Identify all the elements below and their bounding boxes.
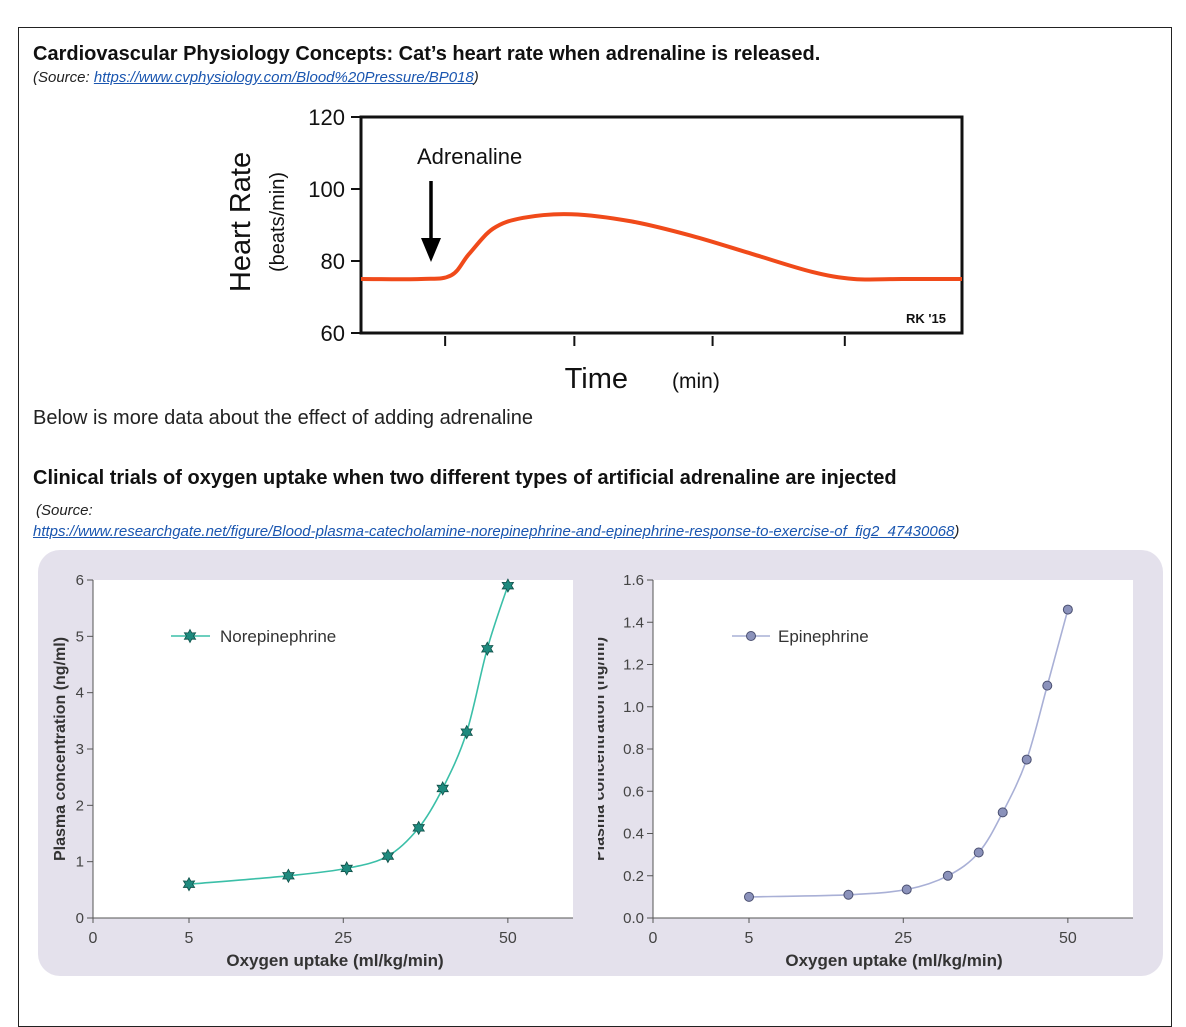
section2-source: https://www.researchgate.net/figure/Bloo…	[33, 523, 959, 540]
ep-legend-label: Epinephrine	[778, 627, 869, 646]
epinephrine-chart: 0.0 0.2 0.4 0.6 0.8 1.0 1.2 1.4 1.6 0 5 25 50 Epinep…	[598, 572, 1133, 970]
ne-data-point	[340, 861, 354, 876]
intro-paragraph: Below is more data about the effect of a…	[33, 407, 533, 429]
ep-xtick-label: 50	[1059, 930, 1077, 947]
hr-annotation: Adrenaline	[417, 144, 522, 169]
ep-ylabel: Plasma concentration (ng/ml)	[598, 637, 608, 861]
hr-xlabel-unit: (min)	[672, 370, 720, 393]
hr-ytick-label: 80	[321, 249, 345, 274]
section1-source: (Source: https://www.cvphysiology.com/Bl…	[33, 69, 479, 86]
ne-data-point	[460, 724, 474, 740]
ne-xlabel: Oxygen uptake (ml/kg/min)	[226, 951, 443, 970]
section1-source-prefix: (Source:	[33, 69, 94, 86]
ne-data-point	[480, 641, 494, 657]
ne-xtick-label: 0	[89, 930, 98, 947]
section1-source-suffix: )	[473, 69, 479, 86]
ep-ytick-label: 0.8	[623, 741, 644, 758]
ne-data-point	[381, 848, 395, 864]
ne-ytick-label: 6	[76, 572, 84, 589]
ep-data-point	[1062, 604, 1073, 615]
ep-data-point	[1042, 680, 1053, 691]
section2-title: Clinical trials of oxygen uptake when tw…	[33, 467, 897, 489]
ne-data-point	[501, 578, 515, 593]
ep-ytick-label: 1.4	[623, 614, 644, 631]
ep-plot-area	[653, 580, 1133, 918]
hr-plot-frame	[359, 115, 964, 335]
ne-data-point	[436, 781, 450, 796]
ne-xtick-label: 5	[185, 930, 194, 947]
section1-source-link[interactable]: https://www.cvphysiology.com/Blood%20Pre…	[93, 69, 474, 86]
section2-source-prefix: (Source:	[36, 502, 93, 519]
ep-ytick-label: 0.6	[623, 783, 644, 800]
section2-source-suffix: )	[954, 523, 960, 540]
ep-ytick-label: 0.0	[623, 910, 644, 927]
ep-legend-marker	[746, 631, 756, 641]
ep-data-point	[973, 847, 984, 858]
ep-xtick-label: 5	[745, 930, 754, 947]
ne-ytick-label: 4	[76, 685, 84, 702]
ne-ytick-label: 5	[76, 628, 84, 645]
hr-ytick-label: 60	[321, 321, 345, 346]
hr-series-line	[360, 212, 962, 282]
hr-annotation-arrow-head	[421, 238, 441, 262]
ep-data-point	[901, 884, 912, 895]
ne-xtick-label: 50	[499, 930, 517, 947]
ep-ytick-label: 1.6	[623, 572, 644, 589]
hr-xlabel: Time	[565, 363, 628, 395]
ep-xtick-label: 25	[894, 930, 912, 947]
ne-ytick-label: 1	[76, 854, 84, 871]
hr-credit: RK '15	[906, 311, 946, 326]
ep-ytick-label: 0.4	[623, 826, 644, 843]
hr-ytick-label: 120	[308, 105, 345, 130]
ep-ytick-label: 1.2	[623, 657, 644, 674]
heart-rate-chart: Heart Rate (beats/min) 60 80 100 120 Adrena…	[225, 105, 964, 395]
hr-ylabel-unit: (beats/min)	[267, 172, 289, 272]
ep-ytick-label: 0.2	[623, 868, 644, 885]
hr-ytick-label: 100	[308, 177, 345, 202]
ne-data-point	[412, 820, 426, 836]
ep-data-point	[997, 807, 1008, 818]
ne-ytick-label: 0	[76, 910, 84, 927]
ne-legend-marker	[183, 628, 197, 644]
ne-ytick-label: 3	[76, 741, 84, 758]
ne-legend-label: Norepinephrine	[220, 627, 336, 646]
ne-data-point	[282, 868, 295, 884]
ne-xtick-label: 25	[334, 930, 352, 947]
section2-source-link[interactable]: https://www.researchgate.net/figure/Bloo…	[33, 523, 955, 540]
ne-ytick-label: 2	[76, 797, 84, 814]
ep-xlabel: Oxygen uptake (ml/kg/min)	[785, 951, 1002, 970]
section1-title: Cardiovascular Physiology Concepts: Cat’…	[33, 43, 821, 65]
ep-data-point	[942, 870, 953, 881]
hr-ylabel: Heart Rate	[225, 152, 257, 292]
ep-data-point	[843, 889, 854, 900]
ep-ytick-label: 1.0	[623, 699, 644, 716]
ep-data-point	[1021, 754, 1032, 765]
ep-xtick-label: 0	[649, 930, 658, 947]
ep-data-point	[744, 891, 754, 902]
ne-data-point	[182, 876, 196, 892]
ne-ylabel: Plasma concentration (ng/ml)	[52, 637, 69, 861]
norepinephrine-chart: 0 1 2 3 4 5 6 0 5 25 50 Norepinephrine Plasma conc…	[52, 572, 573, 970]
